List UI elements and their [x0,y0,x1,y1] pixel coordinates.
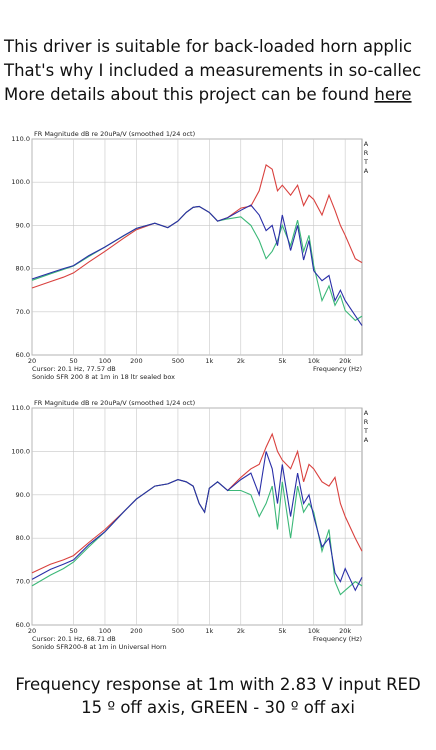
chart-note: Sonido SFR200-8 at 1m in Universal Horn [32,643,167,651]
x-tick-label: 200 [130,627,142,635]
y-tick-label: 60.0 [16,621,30,629]
x-tick-label: 1k [205,357,213,365]
y-tick-label: 90.0 [16,221,30,229]
x-axis-label: Frequency (Hz) [313,365,362,373]
x-tick-label: 2k [237,627,245,635]
chart-title: FR Magnitude dB re 20uPa/V (smoothed 1/2… [34,399,195,407]
chart-note: Sonido SFR 200 8 at 1m in 18 ltr sealed … [32,373,175,381]
x-tick-label: 20 [28,357,36,365]
x-axis-label: Frequency (Hz) [313,635,362,643]
x-tick-label: 1k [205,627,213,635]
x-tick-label: 20k [339,627,351,635]
x-tick-label: 50 [69,627,77,635]
x-tick-label: 500 [172,627,184,635]
plot-area [31,407,363,626]
x-tick-label: 5k [278,627,286,635]
y-tick-label: 70.0 [16,578,30,586]
x-tick-label: 2k [237,357,245,365]
chart-title: FR Magnitude dB re 20uPa/V (smoothed 1/2… [34,130,195,138]
plot-area [31,138,363,356]
y-tick-label: 110.0 [11,135,30,143]
y-tick-label: 80.0 [16,265,30,273]
y-tick-label: 110.0 [11,404,30,412]
y-tick-label: 90.0 [16,491,30,499]
x-tick-label: 10k [308,357,320,365]
x-tick-label: 5k [278,357,286,365]
y-tick-label: 100.0 [11,447,30,455]
x-tick-label: 100 [99,627,111,635]
side-label: ARTA [362,140,370,176]
x-tick-label: 500 [172,357,184,365]
cursor-readout: Cursor: 20.1 Hz, 77.57 dB [32,365,116,373]
link[interactable]: here [374,85,411,104]
x-tick-label: 200 [130,357,142,365]
series-line [31,163,363,289]
series-line [31,204,363,326]
intro-line: This driver is suitable for back-loaded … [3,37,412,56]
cursor-readout: Cursor: 20.1 Hz, 68.71 dB [32,635,116,643]
x-tick-label: 20 [28,627,36,635]
intro-text: More details about this project can be f… [4,85,374,104]
x-tick-label: 10k [308,627,320,635]
intro-line: More details about this project can be f… [4,85,412,104]
caption-line: Frequency response at 1m with 2.83 V inp… [15,675,420,694]
y-tick-label: 70.0 [16,308,30,316]
intro-line: That's why I included a measurements in … [3,61,421,80]
x-tick-label: 20k [339,357,351,365]
x-tick-label: 100 [99,357,111,365]
x-tick-label: 50 [69,357,77,365]
y-tick-label: 100.0 [11,178,30,186]
y-tick-label: 60.0 [16,351,30,359]
series-line [31,451,363,592]
side-label: ARTA [362,409,370,445]
y-tick-label: 80.0 [16,534,30,542]
caption-line: 15 º off axis, GREEN - 30 º off axi [81,698,355,717]
